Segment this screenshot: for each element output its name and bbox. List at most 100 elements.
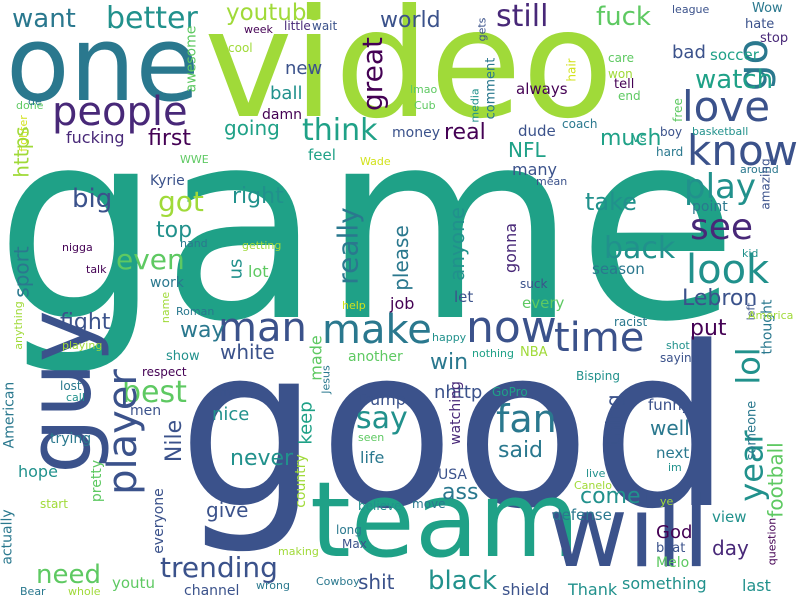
word-actually: actually — [0, 509, 16, 565]
word-right: right — [232, 184, 284, 209]
word-respect: respect — [142, 365, 187, 379]
word-show: show — [166, 349, 200, 364]
word-shit: shit — [358, 570, 395, 594]
word-people: people — [52, 89, 188, 135]
word-racist: racist — [614, 315, 648, 329]
word-vs: vs — [632, 131, 647, 146]
word-jesus: Jesus — [319, 365, 333, 394]
word-anvil: anvil — [212, 385, 241, 399]
word-wade: Wade — [360, 155, 391, 168]
word-said: said — [498, 438, 544, 463]
word-stop: stop — [760, 31, 789, 46]
word-win: win — [430, 350, 469, 375]
word-well: well — [650, 416, 690, 440]
word-cool: cool — [228, 41, 253, 55]
word-country: country — [292, 454, 309, 508]
word-wait: wait — [312, 19, 338, 33]
word-team: team — [310, 459, 580, 581]
word-love: love — [682, 82, 771, 131]
word-soccer: soccer — [710, 46, 759, 64]
word-ball: ball — [270, 83, 303, 104]
word-defense: defense — [552, 506, 612, 524]
word-amazing: amazing — [758, 158, 773, 210]
word-put: put — [690, 316, 727, 341]
word-give: give — [206, 498, 249, 522]
word-around: around — [740, 163, 779, 176]
word-damn: damn — [262, 107, 302, 123]
word-need: need — [36, 560, 101, 590]
word-max: Max — [342, 537, 367, 551]
word-better: better — [106, 1, 198, 36]
word-view: view — [712, 508, 747, 526]
word-every: every — [522, 294, 565, 312]
word-got: got — [158, 185, 204, 218]
word-trending: trending — [160, 551, 278, 584]
word-next: next — [656, 444, 690, 462]
word-big: big — [72, 184, 113, 214]
word-something: something — [622, 574, 707, 593]
word-mean: mean — [536, 175, 568, 188]
word-channel: channel — [184, 583, 240, 599]
word-good: good — [178, 300, 732, 558]
word-job: job — [390, 294, 415, 313]
word-won: won — [608, 67, 633, 81]
word-https: https — [9, 126, 34, 178]
word-way: way — [180, 318, 225, 343]
word-fucking: fucking — [66, 128, 125, 147]
word-say: say — [356, 401, 408, 436]
word-never: never — [230, 446, 294, 471]
word-care: care — [608, 51, 635, 65]
word-hate: hate — [745, 17, 775, 32]
word-day: day — [712, 536, 749, 560]
word-thought: thought — [759, 299, 776, 355]
word-nile: Nile — [162, 419, 188, 463]
word-live: live — [586, 467, 606, 480]
word-always: always — [516, 80, 568, 98]
word-black: black — [428, 566, 498, 596]
word-us: us — [225, 258, 247, 280]
word-watching: watching — [447, 381, 464, 445]
word-im: im — [668, 461, 682, 474]
word-dude: dude — [518, 122, 556, 140]
word-someone: someone — [744, 400, 760, 461]
word-men: men — [130, 403, 162, 419]
word-name: name — [159, 291, 173, 324]
word-making: making — [278, 545, 319, 558]
word-done: done — [16, 99, 44, 112]
word-football: football — [763, 442, 788, 518]
word-god: God — [656, 522, 693, 543]
word-even: even — [116, 243, 185, 276]
word-shield: shield — [502, 580, 550, 599]
word-take: take — [585, 188, 637, 216]
word-bisping: Bisping — [576, 369, 620, 383]
word-end: end — [618, 89, 641, 103]
word-come: come — [580, 484, 641, 509]
word-nhttp: nhttp — [434, 382, 483, 403]
word-ye: ye — [660, 495, 674, 508]
word-lot: lot — [248, 262, 269, 281]
word-whole: whole — [68, 585, 101, 598]
word-gonna: gonna — [501, 222, 521, 274]
word-comment: comment — [483, 57, 499, 120]
word-happy: happy — [432, 331, 467, 344]
word-man: man — [218, 305, 307, 351]
word-de: de — [28, 95, 42, 108]
word-wwe: WWE — [180, 153, 209, 166]
word-new: new — [285, 58, 323, 79]
word-cub: Cub — [414, 99, 436, 112]
word-look: look — [686, 247, 770, 293]
word-fan: fan — [496, 397, 557, 441]
word-long: long — [336, 523, 362, 537]
word-another: another — [348, 349, 403, 365]
word-anyone: anyone — [444, 207, 469, 281]
word-video: video — [204, 0, 614, 152]
word-media: media — [468, 88, 482, 123]
word-seen: seen — [358, 431, 385, 444]
word-last: last — [742, 576, 771, 595]
word-call: call — [66, 391, 85, 404]
word-know: know — [687, 126, 798, 175]
word-believe: believe — [358, 499, 402, 513]
word-american: American — [1, 381, 18, 449]
word-awesome: awesome — [183, 25, 200, 93]
